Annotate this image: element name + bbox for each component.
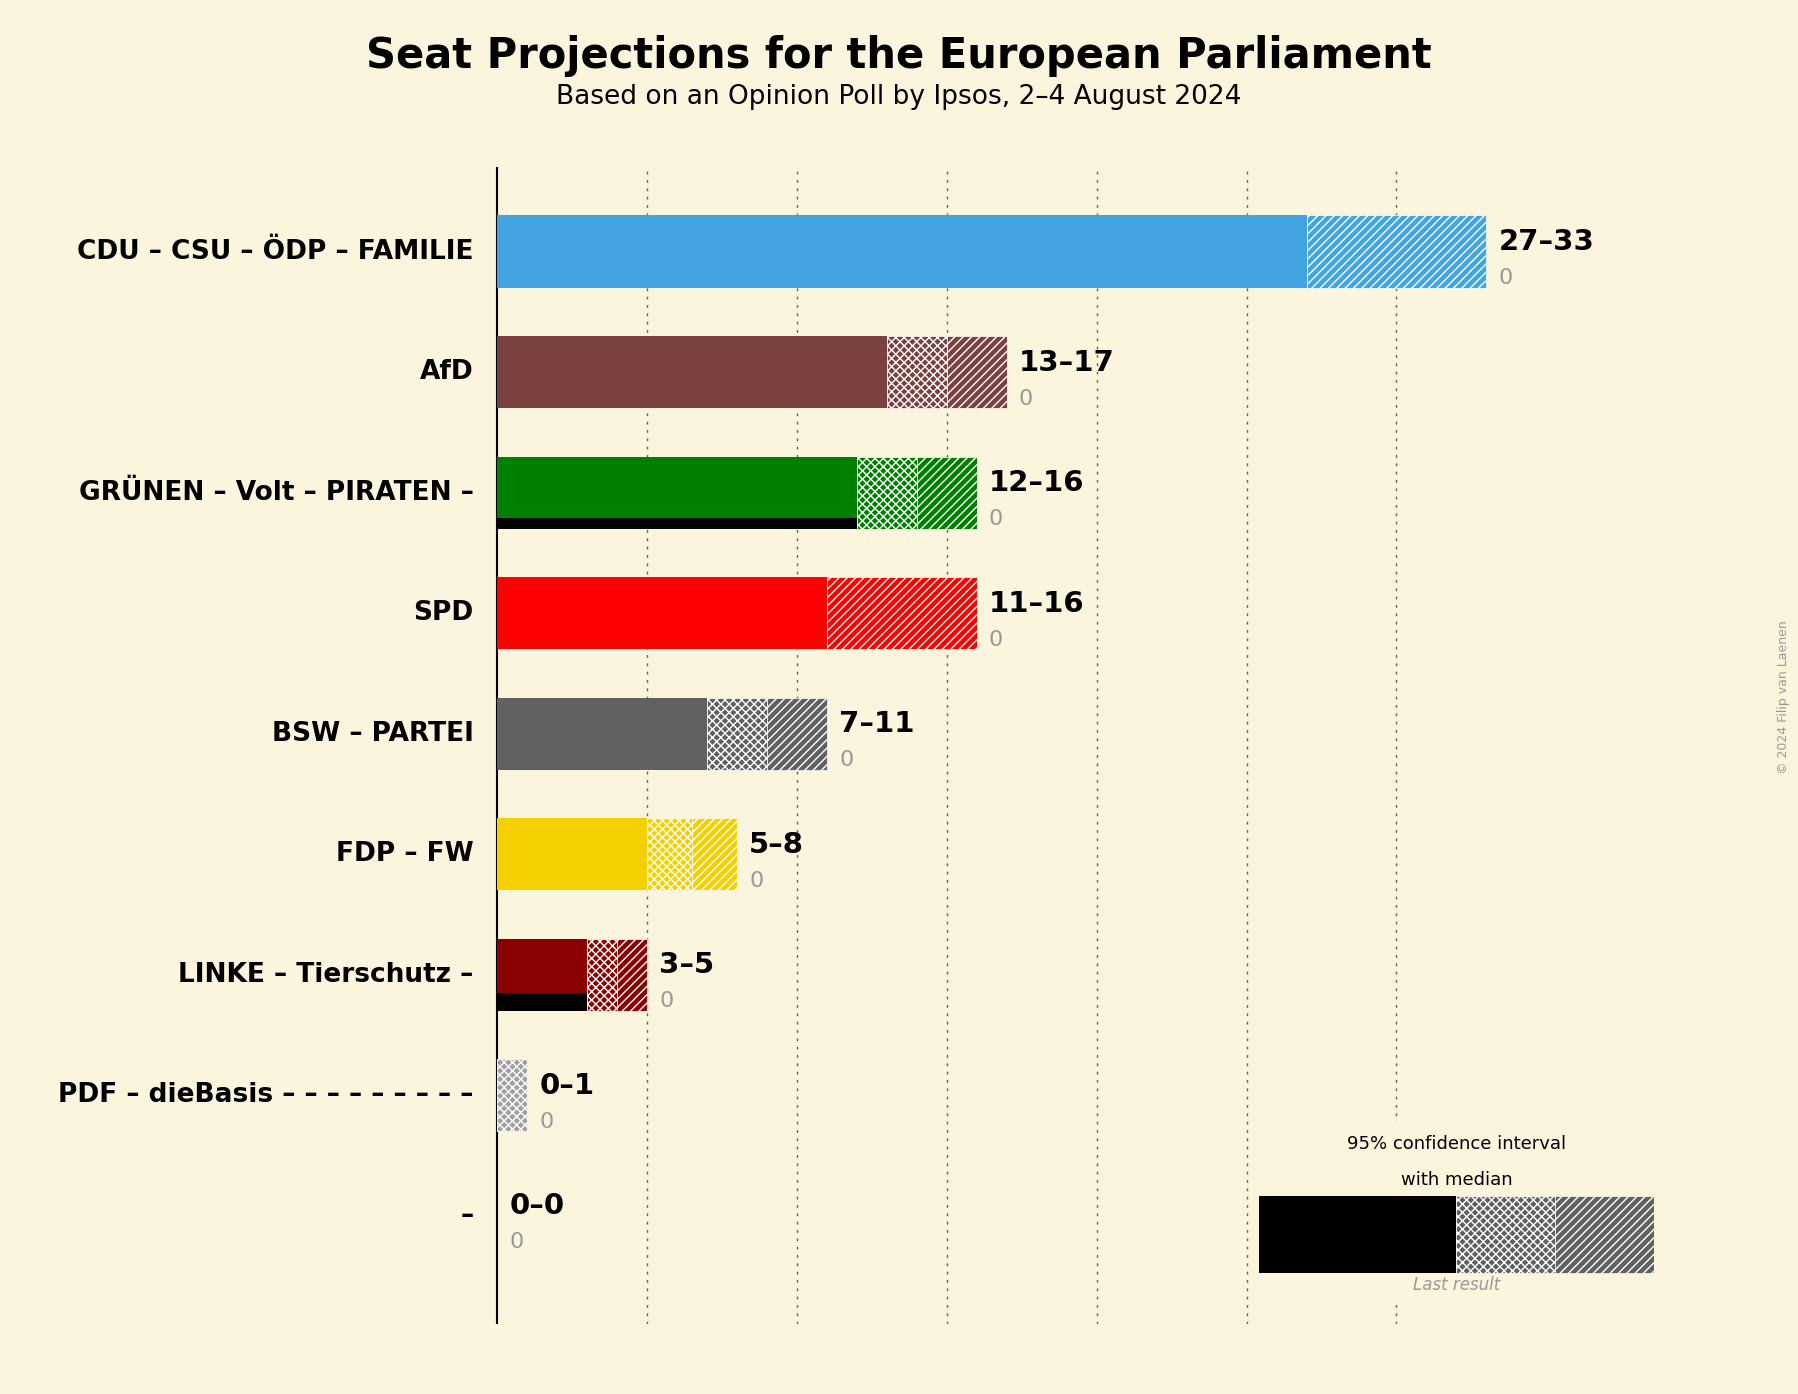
Bar xyxy=(647,818,692,891)
Bar xyxy=(827,577,976,650)
Text: 0: 0 xyxy=(1019,389,1034,408)
Text: 0: 0 xyxy=(989,509,1003,530)
Text: LINKE – Tierschutz –: LINKE – Tierschutz – xyxy=(178,962,473,988)
Bar xyxy=(498,577,827,650)
Bar xyxy=(1456,1196,1555,1273)
Text: 0: 0 xyxy=(750,871,764,891)
Bar xyxy=(1259,1196,1456,1273)
Text: 0: 0 xyxy=(840,750,854,771)
Text: 13–17: 13–17 xyxy=(1019,348,1115,376)
Bar xyxy=(1307,216,1487,287)
Text: CDU – CSU – ÖDP – FAMILIE: CDU – CSU – ÖDP – FAMILIE xyxy=(77,238,473,265)
Text: 0: 0 xyxy=(509,1232,523,1252)
Text: © 2024 Filip van Laenen: © 2024 Filip van Laenen xyxy=(1776,620,1791,774)
Text: GRÜNEN – Volt – PIRATEN –: GRÜNEN – Volt – PIRATEN – xyxy=(79,480,473,506)
Text: Last result: Last result xyxy=(1413,1277,1500,1294)
Bar xyxy=(498,938,588,1011)
Bar xyxy=(886,336,948,408)
Text: 3–5: 3–5 xyxy=(660,951,714,979)
Bar xyxy=(588,938,617,1011)
Text: AfD: AfD xyxy=(419,360,473,385)
Bar xyxy=(498,993,588,1011)
Bar xyxy=(498,519,858,528)
Bar xyxy=(917,457,976,528)
Text: 11–16: 11–16 xyxy=(989,590,1084,618)
Bar xyxy=(617,938,647,1011)
Bar xyxy=(498,818,647,891)
Text: 0–1: 0–1 xyxy=(539,1072,595,1100)
Bar xyxy=(858,457,917,528)
Bar xyxy=(1555,1196,1654,1273)
Bar xyxy=(498,697,707,769)
Text: 0: 0 xyxy=(539,1112,554,1132)
Text: 27–33: 27–33 xyxy=(1498,229,1595,256)
Bar xyxy=(768,697,827,769)
Bar xyxy=(498,1059,512,1132)
Bar xyxy=(707,697,768,769)
Text: BSW – PARTEI: BSW – PARTEI xyxy=(271,721,473,747)
Text: 0–0: 0–0 xyxy=(509,1192,565,1220)
Text: 0: 0 xyxy=(1498,268,1512,289)
Text: with median: with median xyxy=(1401,1171,1512,1189)
Text: 95% confidence interval: 95% confidence interval xyxy=(1347,1135,1566,1153)
Bar xyxy=(948,336,1007,408)
Text: FDP – FW: FDP – FW xyxy=(336,841,473,867)
Text: 0: 0 xyxy=(660,991,674,1011)
Text: PDF – dieBasis – – – – – – – – –: PDF – dieBasis – – – – – – – – – xyxy=(58,1082,473,1108)
Bar xyxy=(692,818,737,891)
Text: Based on an Opinion Poll by Ipsos, 2–4 August 2024: Based on an Opinion Poll by Ipsos, 2–4 A… xyxy=(556,84,1242,110)
Bar xyxy=(498,457,858,528)
Text: SPD: SPD xyxy=(414,601,473,626)
Text: 12–16: 12–16 xyxy=(989,468,1084,498)
Bar xyxy=(498,1059,527,1132)
Text: Seat Projections for the European Parliament: Seat Projections for the European Parlia… xyxy=(367,35,1431,77)
Text: 0: 0 xyxy=(989,630,1003,650)
Bar xyxy=(498,216,1307,287)
Text: 5–8: 5–8 xyxy=(750,831,804,859)
Text: –: – xyxy=(460,1203,473,1230)
Bar xyxy=(498,336,886,408)
Text: 7–11: 7–11 xyxy=(840,710,915,737)
Bar xyxy=(512,1059,527,1132)
